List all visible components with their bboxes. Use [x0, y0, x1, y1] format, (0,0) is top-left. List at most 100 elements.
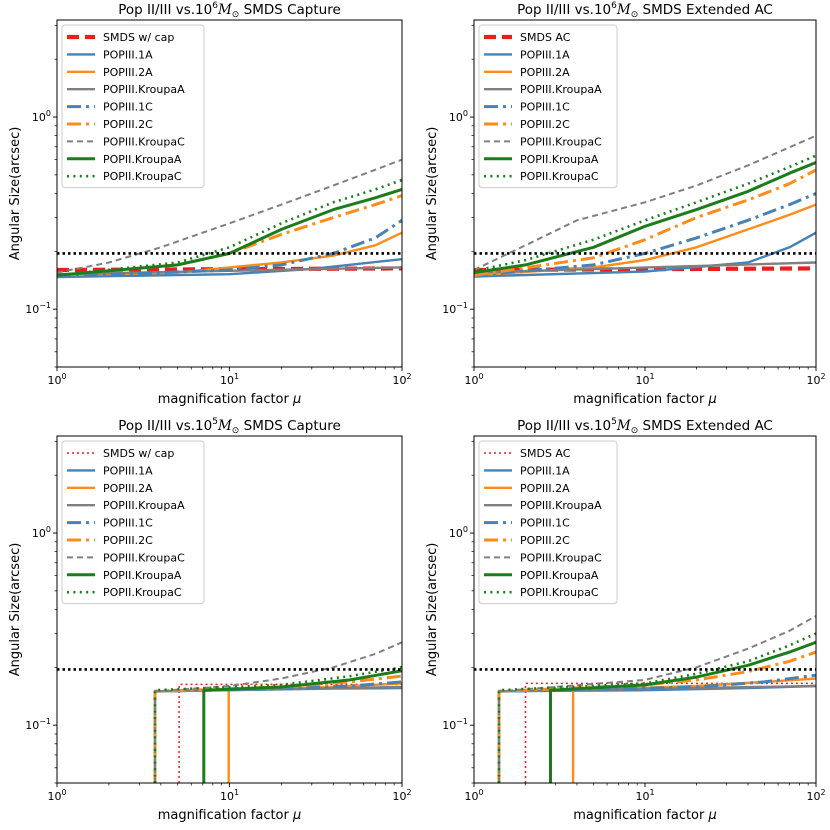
legend-label: POPIII.2C — [103, 118, 153, 131]
legend-label: POPII.KroupaC — [520, 586, 599, 599]
series-line-popiii-2c — [474, 168, 816, 277]
x-tick-base: 10 — [806, 374, 820, 387]
x-tick-exp: 0 — [478, 788, 483, 797]
x-tick-label: 101 — [220, 788, 239, 803]
y-tick-exp: −1 — [456, 717, 468, 726]
series-line-smds-ac — [524, 682, 816, 783]
series-line-popiii-1a — [474, 231, 816, 278]
plot-frame — [56, 19, 403, 368]
legend-label: POPIII.KroupaA — [520, 499, 602, 512]
series-line-popii-kroupaa — [202, 669, 402, 783]
title-prefix: Pop II/III vs.10 — [118, 418, 212, 434]
x-tick-label: 102 — [392, 372, 411, 387]
y-tick-base: 10 — [442, 303, 456, 316]
x-tick-label: 102 — [392, 788, 411, 803]
x-tick-exp: 1 — [234, 372, 239, 381]
x-axis-label-symbol: μ — [708, 392, 717, 407]
series-line-popii-kroupac — [474, 154, 816, 273]
x-axis-label: magnification factor μ — [158, 808, 302, 823]
x-tick-base: 10 — [47, 790, 61, 803]
x-tick-label: 102 — [806, 372, 825, 387]
title-prefix: Pop II/III vs.10 — [517, 2, 611, 18]
title-suffix: SMDS Extended AC — [638, 418, 773, 434]
y-tick-exp: 0 — [463, 525, 468, 534]
plot-area — [57, 641, 402, 783]
x-tick-exp: 1 — [649, 372, 654, 381]
legend-label: SMDS AC — [520, 447, 571, 460]
x-tick-base: 10 — [392, 374, 406, 387]
title-suffix: SMDS Capture — [239, 2, 340, 18]
series-line-popiii-kroupac — [498, 615, 816, 783]
x-axis-label-text: magnification factor — [573, 392, 708, 407]
x-tick-base: 10 — [220, 790, 234, 803]
x-axis-label: magnification factor μ — [573, 392, 717, 407]
x-axis-label: magnification factor μ — [158, 392, 302, 407]
x-tick-label: 100 — [47, 372, 66, 387]
x-tick-exp: 0 — [61, 372, 66, 381]
y-tick-exp: −1 — [39, 717, 51, 726]
series-line-popiii-1a — [497, 684, 816, 783]
legend-label: POPIII.1C — [520, 101, 570, 114]
y-tick-label: 100 — [32, 525, 51, 540]
legend-box — [61, 440, 205, 605]
y-tick-label: 10−1 — [25, 301, 51, 316]
y-tick-label: 10−1 — [25, 717, 51, 732]
x-tick-exp: 0 — [61, 788, 66, 797]
plot-frame — [56, 435, 403, 784]
legend-label: POPII.KroupaC — [103, 586, 182, 599]
plot-frame — [473, 19, 817, 368]
legend-label: POPIII.KroupaA — [103, 83, 185, 96]
legend-label: POPII.KroupaA — [520, 569, 599, 582]
legend-label: POPIII.2C — [520, 534, 570, 547]
x-tick-base: 10 — [806, 790, 820, 803]
legend-label: POPIII.KroupaA — [103, 499, 185, 512]
legend-label: SMDS w/ cap — [103, 31, 174, 44]
x-axis-label: magnification factor μ — [573, 808, 717, 823]
y-tick-exp: 0 — [46, 525, 51, 534]
series-line-popiii-1a — [57, 258, 402, 279]
x-tick-label: 100 — [47, 788, 66, 803]
y-tick-base: 10 — [25, 303, 39, 316]
series-line-smds-w-cap — [178, 683, 402, 783]
x-tick-label: 101 — [635, 372, 654, 387]
series-line-popii-kroupaa — [57, 187, 402, 277]
legend-label: POPIII.2C — [520, 118, 570, 131]
series-line-popiii-1c — [153, 680, 402, 783]
x-tick-exp: 2 — [820, 372, 825, 381]
y-tick-base: 10 — [442, 719, 456, 732]
series-line-popii-kroupaa — [474, 161, 816, 275]
plot-area — [474, 615, 816, 783]
x-tick-base: 10 — [392, 790, 406, 803]
legend-label: POPII.KroupaC — [103, 170, 182, 183]
y-axis-label: Angular Size(arcsec) — [8, 127, 23, 261]
legend-label: POPIII.1C — [520, 517, 570, 530]
y-tick-label: 100 — [449, 109, 468, 124]
legend-label: POPII.KroupaA — [520, 153, 599, 166]
series-line-popiii-2c — [153, 674, 402, 783]
legend-label: POPII.KroupaA — [103, 153, 182, 166]
x-tick-base: 10 — [464, 790, 478, 803]
x-tick-exp: 0 — [478, 372, 483, 381]
y-tick-exp: −1 — [456, 301, 468, 310]
title-exponent: 6 — [212, 1, 218, 11]
x-tick-exp: 1 — [234, 788, 239, 797]
x-tick-exp: 1 — [649, 788, 654, 797]
legend-label: POPIII.2A — [520, 66, 570, 79]
title-mass-symbol: M — [217, 418, 233, 434]
x-axis-label-symbol: μ — [292, 808, 301, 823]
x-tick-label: 101 — [220, 372, 239, 387]
y-axis-label: Angular Size(arcsec) — [8, 543, 23, 677]
y-tick-base: 10 — [449, 527, 463, 540]
series-line-popiii-1c — [497, 673, 816, 783]
x-tick-base: 10 — [635, 374, 649, 387]
legend-label: POPIII.KroupaC — [103, 135, 185, 148]
x-tick-label: 100 — [464, 788, 483, 803]
x-tick-label: 100 — [464, 372, 483, 387]
legend-label: POPIII.1A — [520, 464, 570, 477]
x-axis-label-symbol: μ — [708, 808, 717, 823]
plot-area — [474, 134, 816, 278]
x-tick-base: 10 — [47, 374, 61, 387]
